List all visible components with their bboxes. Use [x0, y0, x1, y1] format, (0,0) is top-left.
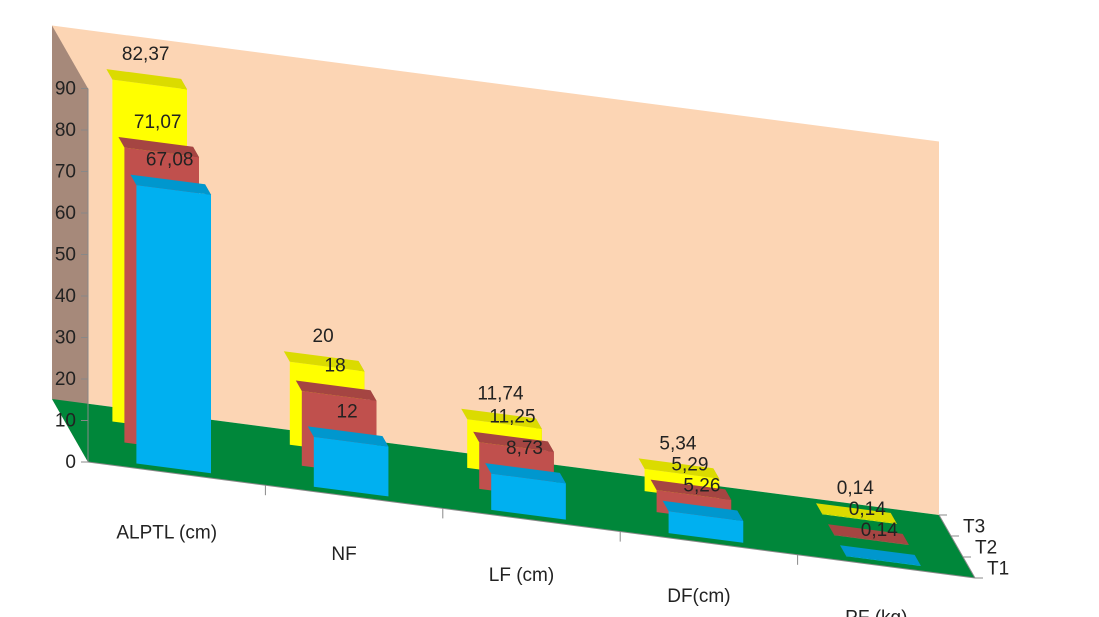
- bar: [834, 534, 909, 545]
- y-tick-label: 20: [55, 369, 76, 390]
- bar-top: [461, 408, 542, 429]
- data-label: 5,26: [683, 476, 720, 497]
- bar-top: [118, 137, 199, 158]
- series-axis-label: T3: [963, 517, 985, 538]
- bar-top: [650, 479, 732, 500]
- bar: [668, 511, 744, 543]
- bar-top: [816, 503, 897, 524]
- bar-top: [485, 463, 566, 484]
- y-tick-label: 10: [55, 411, 76, 432]
- data-label: 12: [337, 401, 358, 422]
- category-label: PF (kg): [845, 607, 907, 617]
- y-tick-label: 90: [55, 79, 76, 100]
- data-label: 67,08: [146, 149, 194, 170]
- bar-top: [130, 174, 211, 195]
- data-label: 5,34: [659, 433, 696, 454]
- series-axis-label: T1: [987, 559, 1009, 580]
- data-label: 0,14: [861, 520, 898, 541]
- back-wall: [52, 25, 939, 515]
- category-label: ALPTL (cm): [116, 523, 217, 544]
- bar-top: [638, 458, 720, 479]
- y-tick-label: 60: [55, 203, 76, 224]
- data-label: 82,37: [122, 44, 170, 65]
- bar-top: [840, 545, 921, 566]
- data-label: 20: [313, 326, 334, 347]
- y-tick-label: 70: [55, 162, 76, 183]
- bar-top: [828, 524, 909, 545]
- y-tick-label: 80: [55, 120, 76, 141]
- data-label: 5,29: [671, 454, 708, 475]
- y-tick-label: 30: [55, 328, 76, 349]
- bar-top: [307, 426, 389, 447]
- data-label: 8,73: [506, 438, 543, 459]
- bar: [846, 555, 921, 566]
- x-axis-line: [87, 461, 976, 579]
- y-tick-label: 50: [55, 245, 76, 266]
- category-label: LF (cm): [489, 565, 554, 586]
- data-label: 0,14: [837, 478, 874, 499]
- bar: [136, 185, 211, 474]
- side-wall: [52, 25, 88, 462]
- bar: [491, 473, 566, 520]
- category-label: DF(cm): [667, 586, 730, 607]
- y-tick-label: 40: [55, 286, 76, 307]
- category-label: NF: [331, 544, 356, 565]
- data-label: 71,07: [134, 112, 182, 133]
- y-tick-label: 0: [65, 452, 76, 473]
- data-label: 11,25: [489, 407, 535, 428]
- bar-top: [473, 431, 554, 452]
- data-label: 18: [325, 355, 346, 376]
- bar-top: [662, 500, 744, 521]
- bar: [822, 513, 897, 524]
- bar-top: [283, 351, 365, 372]
- depth-axis-line: [938, 514, 976, 579]
- bar: [313, 436, 389, 497]
- bar-top: [295, 380, 377, 401]
- bar-top: [106, 69, 187, 90]
- series-axis-label: T2: [975, 538, 997, 559]
- data-label: 11,74: [477, 384, 524, 405]
- data-label: 0,14: [849, 499, 886, 520]
